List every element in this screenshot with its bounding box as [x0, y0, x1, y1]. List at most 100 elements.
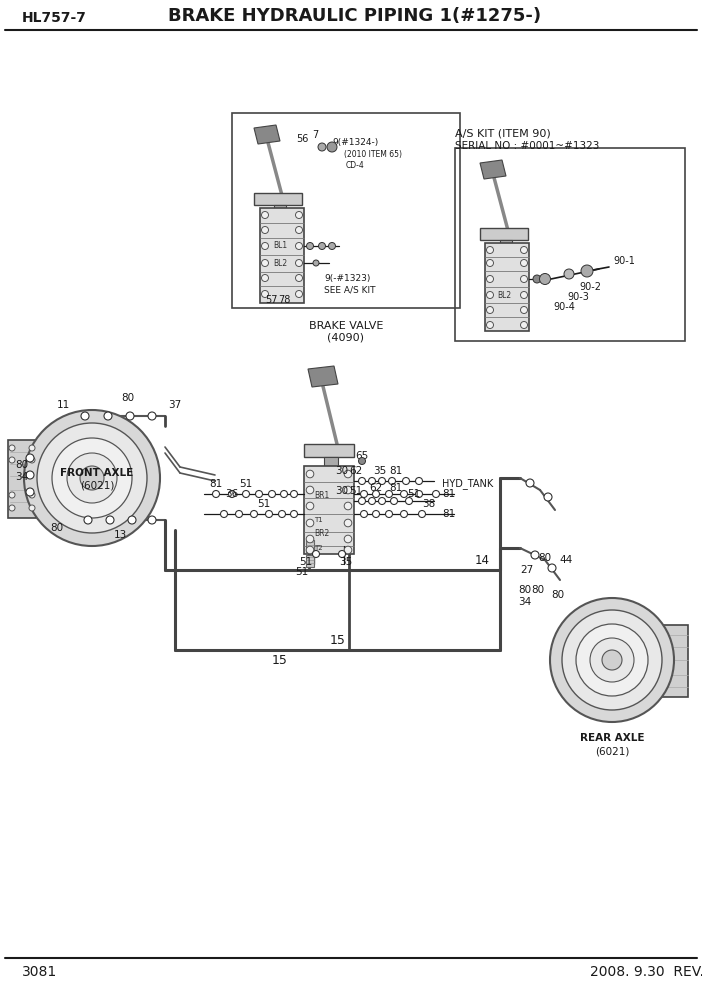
- Text: 3081: 3081: [22, 965, 58, 979]
- Text: 80: 80: [50, 523, 63, 533]
- Circle shape: [344, 470, 352, 478]
- Circle shape: [9, 445, 15, 451]
- Circle shape: [359, 477, 366, 484]
- Circle shape: [318, 143, 326, 151]
- Text: 15: 15: [330, 634, 346, 647]
- Text: 51: 51: [407, 489, 420, 499]
- Text: 57: 57: [265, 295, 277, 305]
- Circle shape: [361, 490, 368, 498]
- Circle shape: [385, 490, 392, 498]
- Text: BR1: BR1: [314, 491, 329, 501]
- Circle shape: [235, 511, 242, 518]
- Circle shape: [369, 477, 376, 484]
- Circle shape: [106, 516, 114, 524]
- Text: SEE A/S KIT: SEE A/S KIT: [324, 286, 376, 295]
- Circle shape: [526, 479, 534, 487]
- Circle shape: [373, 490, 380, 498]
- Text: 90-4: 90-4: [553, 302, 575, 312]
- Bar: [660, 625, 688, 697]
- Circle shape: [406, 498, 413, 505]
- Text: 81: 81: [442, 489, 456, 499]
- Circle shape: [296, 291, 303, 298]
- Text: HYD_TANK: HYD_TANK: [442, 478, 494, 489]
- Text: BRAKE VALVE: BRAKE VALVE: [309, 321, 383, 331]
- Text: BRAKE HYDRAULIC PIPING 1(#1275-): BRAKE HYDRAULIC PIPING 1(#1275-): [168, 7, 541, 25]
- Circle shape: [262, 226, 268, 233]
- Circle shape: [296, 242, 303, 250]
- Circle shape: [385, 511, 392, 518]
- Circle shape: [29, 505, 35, 511]
- Circle shape: [306, 470, 314, 478]
- Circle shape: [262, 242, 268, 250]
- Text: 81: 81: [390, 466, 403, 476]
- Text: 51: 51: [258, 499, 271, 509]
- Circle shape: [418, 511, 425, 518]
- Circle shape: [306, 547, 314, 554]
- Circle shape: [540, 274, 550, 285]
- Text: HL757-7: HL757-7: [22, 11, 87, 25]
- Circle shape: [344, 547, 352, 554]
- Circle shape: [520, 307, 527, 313]
- Circle shape: [359, 457, 366, 464]
- Circle shape: [338, 551, 345, 558]
- Circle shape: [486, 276, 494, 283]
- Circle shape: [576, 624, 648, 696]
- Text: 34: 34: [15, 472, 28, 482]
- Circle shape: [486, 321, 494, 328]
- Text: BL2: BL2: [497, 291, 511, 300]
- Circle shape: [29, 492, 35, 498]
- Circle shape: [9, 505, 15, 511]
- Bar: [324, 457, 338, 466]
- Circle shape: [564, 269, 574, 279]
- Text: 27: 27: [520, 565, 534, 575]
- Circle shape: [329, 242, 336, 250]
- Circle shape: [359, 498, 366, 505]
- Circle shape: [486, 246, 494, 254]
- Circle shape: [544, 493, 552, 501]
- Text: 80: 80: [531, 585, 545, 595]
- Text: 90-1: 90-1: [613, 256, 635, 266]
- Circle shape: [486, 260, 494, 267]
- Circle shape: [378, 477, 385, 484]
- Circle shape: [344, 486, 352, 494]
- Polygon shape: [254, 125, 280, 144]
- Circle shape: [52, 438, 132, 518]
- Circle shape: [401, 511, 407, 518]
- Circle shape: [26, 488, 34, 496]
- Circle shape: [126, 412, 134, 420]
- Circle shape: [242, 490, 249, 498]
- Circle shape: [148, 412, 156, 420]
- Circle shape: [432, 490, 439, 498]
- Text: 2008. 9.30  REV.8J: 2008. 9.30 REV.8J: [590, 965, 702, 979]
- Circle shape: [520, 321, 527, 328]
- Circle shape: [344, 502, 352, 510]
- Circle shape: [390, 498, 397, 505]
- Text: T2: T2: [314, 545, 323, 551]
- Text: 11: 11: [57, 400, 70, 410]
- Circle shape: [401, 490, 407, 498]
- Circle shape: [373, 511, 380, 518]
- Text: 38: 38: [423, 499, 436, 509]
- Circle shape: [256, 490, 263, 498]
- Text: (4090): (4090): [328, 333, 364, 343]
- Circle shape: [369, 498, 376, 505]
- Circle shape: [388, 477, 395, 484]
- Circle shape: [548, 564, 556, 572]
- Circle shape: [228, 490, 235, 498]
- Bar: [232, 113, 460, 308]
- Text: 14: 14: [475, 554, 490, 566]
- Circle shape: [81, 412, 89, 420]
- Text: (2010 ITEM 65): (2010 ITEM 65): [344, 151, 402, 160]
- Text: 35: 35: [339, 557, 352, 567]
- Text: 56: 56: [297, 134, 309, 144]
- Circle shape: [262, 260, 268, 267]
- Circle shape: [306, 519, 314, 527]
- Circle shape: [24, 410, 160, 546]
- Text: 78: 78: [278, 295, 291, 305]
- Circle shape: [84, 516, 92, 524]
- Circle shape: [268, 490, 275, 498]
- Circle shape: [520, 260, 527, 267]
- Text: 30: 30: [336, 486, 349, 496]
- Text: BL2: BL2: [273, 259, 287, 268]
- Circle shape: [327, 142, 337, 152]
